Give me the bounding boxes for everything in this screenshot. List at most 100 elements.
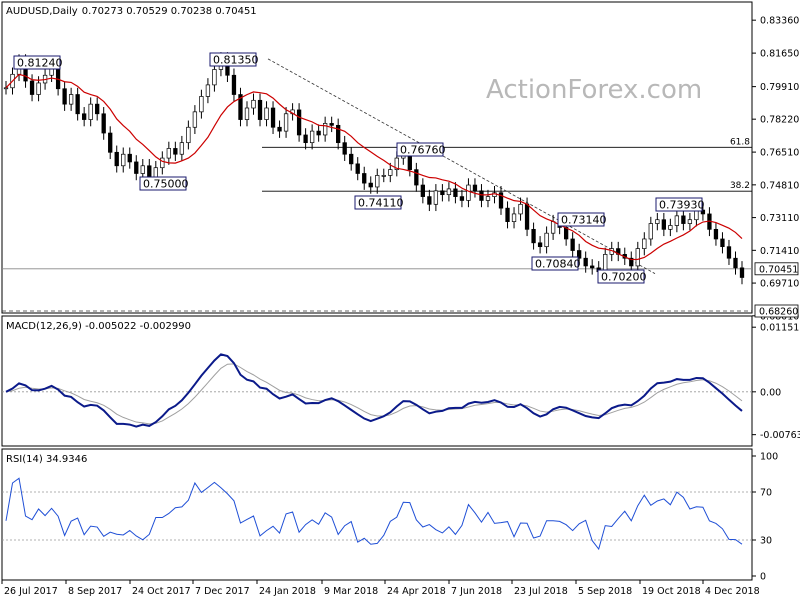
macd-signal-line <box>5 363 743 425</box>
rsi-tick-label: 30 <box>760 536 772 547</box>
symbol-title: AUDUSD,Daily <box>6 6 78 17</box>
candle-body <box>661 219 666 230</box>
candle-body <box>362 173 367 184</box>
x-tick-label: 7 Jun 2018 <box>451 586 502 597</box>
candle-body <box>720 238 725 248</box>
annotation-box <box>354 195 402 210</box>
candle-body <box>668 225 673 230</box>
candle-body <box>694 209 699 221</box>
candle-body <box>583 257 588 267</box>
candle-body <box>296 109 302 136</box>
candle-body <box>342 142 347 155</box>
last-price-label: 0.70451 <box>759 264 798 275</box>
candle-body <box>205 84 211 97</box>
price-tick-label: 0.76510 <box>760 148 799 159</box>
candle-body <box>368 182 373 188</box>
rsi-line <box>5 477 743 551</box>
annotation-box <box>557 212 605 227</box>
annotation-label: 0.73930 <box>659 199 705 212</box>
candle-body <box>524 203 530 230</box>
x-tick-label: 24 Jan 2018 <box>259 586 316 597</box>
candle-body <box>82 113 87 120</box>
candle-body <box>101 113 106 134</box>
candle-body <box>134 161 139 174</box>
annotation-box <box>139 176 187 191</box>
candle-body <box>199 96 204 113</box>
x-tick-label: 26 Jul 2017 <box>4 586 58 597</box>
candle-body <box>485 196 491 201</box>
price-tick-label: 0.69710 <box>760 279 799 290</box>
rsi-panel <box>1 448 753 581</box>
candle-body <box>603 254 608 273</box>
price-panel <box>1 1 753 314</box>
watermark: ActionForex.com <box>486 75 702 105</box>
candle-body <box>388 169 393 176</box>
candle-body <box>629 257 634 267</box>
candle-body <box>648 223 653 240</box>
x-tick-label: 7 Dec 2017 <box>195 586 250 597</box>
candle-body <box>238 94 243 120</box>
candle-body <box>140 165 145 174</box>
candle-body <box>316 130 321 136</box>
macd-line <box>5 353 743 428</box>
candle-body <box>733 257 738 269</box>
macd-tick-label: -0.007634 <box>760 430 800 441</box>
axis-layer: 0.83360 0.81650 0.79910 0.78220 0.76510 0.748… <box>1 16 800 597</box>
candle-body <box>323 123 328 136</box>
x-tick-label: 23 Jul 2018 <box>514 586 568 597</box>
candle-body <box>349 153 354 165</box>
annotation-label: 0.74110 <box>358 197 404 210</box>
rsi-layer <box>2 477 752 551</box>
candle-body <box>355 163 360 174</box>
candle-body <box>655 219 660 224</box>
candle-body <box>674 215 680 226</box>
candle-body <box>590 265 595 269</box>
candle-body <box>537 242 543 248</box>
candle-body <box>231 74 237 95</box>
candle-body <box>713 228 719 240</box>
trend-line <box>267 58 656 274</box>
candle-body <box>518 203 523 215</box>
candle-body <box>121 153 126 167</box>
candle-body <box>264 107 269 120</box>
x-tick-label: 9 Mar 2018 <box>324 586 378 597</box>
candle-body <box>505 207 510 222</box>
candle-body <box>303 134 308 144</box>
x-tick-label: 4 Dec 2018 <box>705 586 760 597</box>
level-label: 0.68260 <box>759 307 798 318</box>
macd-panel <box>1 315 753 447</box>
moving-average-line <box>5 73 743 261</box>
candle-body <box>577 250 582 259</box>
candle-body <box>270 107 276 128</box>
candle-body <box>681 215 686 224</box>
candle-body <box>329 123 334 126</box>
annotation-box <box>13 55 61 70</box>
x-tick-label: 8 Sep 2017 <box>68 586 122 597</box>
candle-body <box>277 126 282 132</box>
x-tick-label: 5 Sep 2018 <box>578 586 632 597</box>
candle-body <box>381 175 386 177</box>
candle-body <box>394 157 399 170</box>
candle-body <box>440 190 445 196</box>
x-tick-label: 24 Apr 2018 <box>387 586 446 597</box>
price-layer: 61.8 38.2 0.81240 0.81350 0.75000 0.76760 0.74… <box>2 52 752 312</box>
candle-body <box>433 190 439 205</box>
annotation-label: 0.70200 <box>601 271 647 284</box>
candle-body <box>95 103 100 115</box>
candle-body <box>108 132 113 153</box>
rsi-tick-label: 100 <box>760 452 778 463</box>
candle-body <box>88 103 93 120</box>
candle-body <box>29 80 35 95</box>
rsi-tick-label: 70 <box>760 488 772 499</box>
ohlc-readout: 0.70273 0.70529 0.70238 0.70451 <box>82 6 257 17</box>
price-tick-label: 0.74810 <box>760 180 799 191</box>
level-badge <box>754 304 799 318</box>
candle-body <box>420 184 425 197</box>
candle-body <box>466 184 471 201</box>
candle-body <box>453 188 458 197</box>
price-tick-label: 0.81650 <box>760 49 799 60</box>
annotation-label: 0.81350 <box>213 54 259 67</box>
annotation-box <box>597 269 645 284</box>
fib-label: 38.2 <box>730 181 750 191</box>
